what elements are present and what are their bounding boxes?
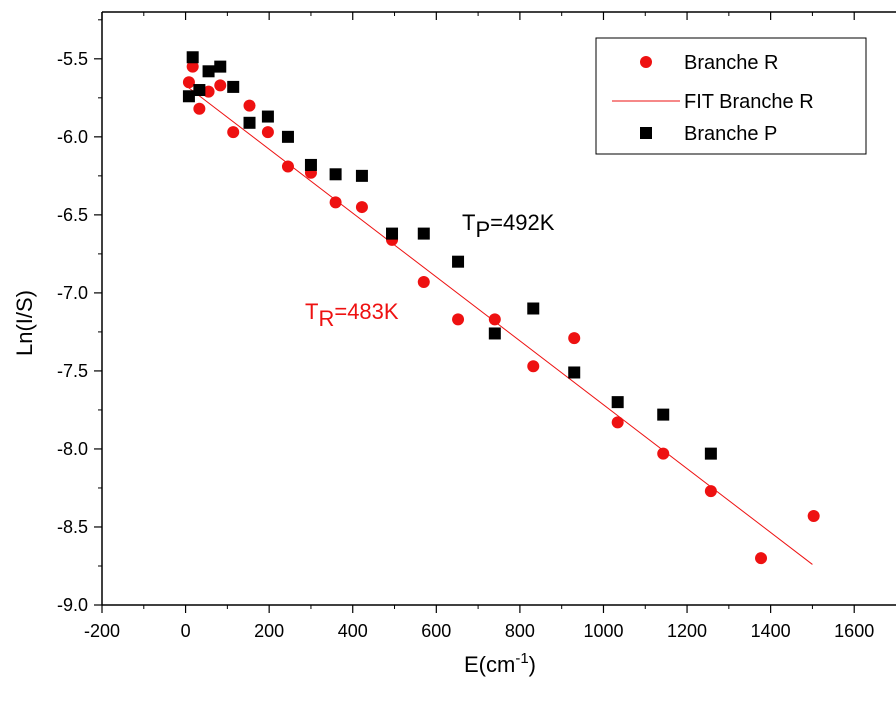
point-branche-r — [182, 76, 195, 89]
point-branche-p — [355, 169, 368, 182]
point-branche-p — [386, 227, 399, 240]
x-axis-title-tail: ) — [529, 652, 536, 677]
x-axis-title-main: E(cm — [464, 652, 515, 677]
x-ticks: -200 0 200 400 600 800 1000 1200 1400 1600 — [84, 12, 874, 641]
annotation-tr-tail: =483K — [334, 299, 399, 324]
point-branche-r — [227, 126, 240, 139]
x-tick-label: -200 — [84, 621, 120, 641]
point-branche-r — [452, 313, 465, 326]
legend-label-branche-r: Branche R — [684, 52, 779, 74]
point-branche-p — [193, 84, 206, 97]
point-branche-p — [417, 227, 430, 240]
point-branche-r — [214, 79, 227, 92]
point-branche-p — [186, 51, 199, 64]
legend-label-fit: FIT Branche R — [684, 91, 814, 113]
y-tick-label: -8.0 — [57, 439, 88, 459]
point-branche-r — [657, 447, 670, 460]
point-branche-r — [417, 275, 430, 288]
x-tick-label: 1400 — [751, 621, 791, 641]
y-axis-title: Ln(I/S) — [12, 290, 37, 356]
point-branche-r — [202, 85, 215, 98]
x-tick-label: 400 — [338, 621, 368, 641]
point-branche-p — [611, 396, 624, 409]
point-branche-p — [202, 65, 215, 78]
y-tick-label: -6.0 — [57, 127, 88, 147]
x-tick-label: 200 — [254, 621, 284, 641]
legend-marker-branche-r — [640, 56, 652, 68]
point-branche-r — [329, 196, 342, 209]
x-tick-label: 0 — [181, 621, 191, 641]
point-branche-r — [243, 99, 256, 112]
x-tick-label: 800 — [505, 621, 535, 641]
point-branche-r — [488, 313, 501, 326]
legend-label-branche-p: Branche P — [684, 123, 777, 145]
point-branche-p — [261, 110, 274, 123]
point-branche-p — [568, 366, 581, 379]
x-axis-title-sup: -1 — [515, 650, 528, 667]
point-branche-r — [755, 552, 768, 565]
point-branche-r — [281, 160, 294, 173]
point-branche-r — [527, 360, 540, 373]
point-branche-p — [304, 158, 317, 171]
legend: Branche R FIT Branche R Branche P — [595, 37, 867, 155]
point-branche-r — [355, 201, 368, 214]
fit-line-layer — [185, 84, 813, 565]
fit-line-branche-r — [185, 84, 813, 565]
point-branche-r — [807, 510, 820, 523]
annotation-tr: TR=483K — [305, 299, 399, 331]
point-branche-p — [329, 168, 342, 181]
legend-marker-branche-p — [640, 127, 652, 139]
annotation-tp-main: T — [462, 210, 475, 235]
point-branche-p — [243, 116, 256, 129]
point-branche-p — [182, 90, 195, 103]
axes — [101, 11, 896, 606]
point-branche-r — [261, 126, 274, 139]
point-branche-r — [704, 485, 717, 498]
point-branche-r — [193, 102, 206, 115]
y-tick-label: -5.5 — [57, 49, 88, 69]
x-tick-label: 600 — [421, 621, 451, 641]
annotation-tp-sub: P — [475, 217, 490, 242]
y-tick-label: -9.0 — [57, 595, 88, 615]
point-branche-p — [227, 80, 240, 93]
y-tick-label: -6.5 — [57, 205, 88, 225]
x-axis-title: E(cm-1) — [464, 650, 536, 677]
y-tick-label: -8.5 — [57, 517, 88, 537]
y-tick-label: -7.5 — [57, 361, 88, 381]
y-tick-label: -7.0 — [57, 283, 88, 303]
point-branche-r — [186, 60, 199, 73]
point-branche-p — [527, 302, 540, 315]
point-branche-p — [657, 408, 670, 421]
point-branche-r — [611, 416, 624, 429]
annotation-tp: TP=492K — [462, 210, 555, 242]
y-ticks: -9.0 -8.5 -8.0 -7.5 -7.0 -6.5 -6.0 -5.5 — [57, 19, 102, 615]
x-tick-label: 1000 — [583, 621, 623, 641]
point-branche-p — [214, 60, 227, 73]
annotation-tr-main: T — [305, 299, 318, 324]
x-tick-label: 1200 — [667, 621, 707, 641]
point-branche-p — [488, 327, 501, 340]
point-branche-p — [281, 130, 294, 143]
point-branche-p — [704, 447, 717, 460]
data-points-layer — [182, 51, 820, 565]
annotation-tp-tail: =492K — [490, 210, 555, 235]
point-branche-r — [568, 332, 581, 345]
x-tick-label: 1600 — [834, 621, 874, 641]
annotation-tr-sub: R — [318, 306, 334, 331]
point-branche-p — [452, 255, 465, 268]
